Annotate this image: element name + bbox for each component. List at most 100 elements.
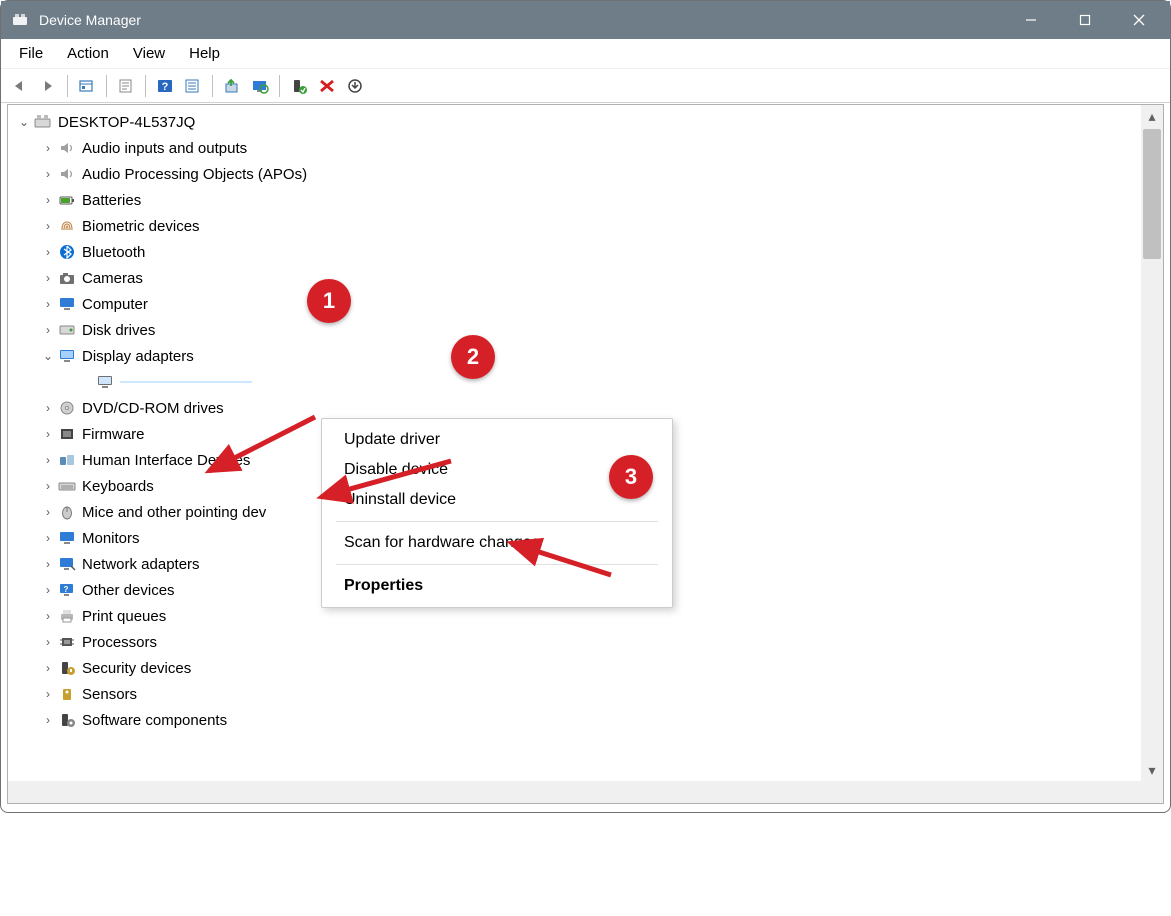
- menu-help[interactable]: Help: [177, 41, 232, 66]
- help-icon[interactable]: ?: [152, 73, 178, 99]
- expand-twisty-icon[interactable]: ›: [40, 609, 56, 623]
- expand-twisty-icon[interactable]: ⌄: [40, 349, 56, 363]
- tree-row[interactable]: ›Disk drives: [8, 317, 1141, 343]
- expand-twisty-icon[interactable]: ›: [40, 297, 56, 311]
- tree-item-label: Processors: [82, 634, 157, 651]
- show-hidden-icon[interactable]: [74, 73, 100, 99]
- scroll-thumb[interactable]: [1143, 129, 1161, 259]
- tree-row-selected[interactable]: [8, 369, 1141, 395]
- toolbar: ?: [1, 69, 1170, 103]
- horizontal-scrollbar[interactable]: [8, 781, 1141, 803]
- expand-twisty-icon[interactable]: ›: [40, 557, 56, 571]
- context-menu-sep: [336, 521, 658, 522]
- expand-twisty-icon[interactable]: ›: [40, 427, 56, 441]
- forward-icon[interactable]: [35, 73, 61, 99]
- annotation-callout-1: 1: [307, 279, 351, 323]
- software-icon: [56, 710, 78, 730]
- window-title: Device Manager: [39, 12, 141, 28]
- tree-row[interactable]: › Bluetooth: [8, 239, 1141, 265]
- expand-twisty-icon[interactable]: ›: [40, 401, 56, 415]
- context-menu-update-driver[interactable]: Update driver: [322, 425, 672, 455]
- keyboard-icon: [56, 476, 78, 496]
- action-list-icon[interactable]: [180, 73, 206, 99]
- tree-item-label: Human Interface Devices: [82, 452, 250, 469]
- update-driver-icon[interactable]: [219, 73, 245, 99]
- uninstall-icon[interactable]: [342, 73, 368, 99]
- fingerprint-icon: [56, 216, 78, 236]
- tree-row[interactable]: › Security devices: [8, 655, 1141, 681]
- close-button[interactable]: [1112, 1, 1166, 39]
- expand-twisty-icon[interactable]: ›: [40, 193, 56, 207]
- toolbar-sep: [145, 75, 146, 97]
- tree-item-label: Batteries: [82, 192, 141, 209]
- expand-twisty-icon[interactable]: ›: [40, 141, 56, 155]
- tree-row[interactable]: ›Biometric devices: [8, 213, 1141, 239]
- tree-item-label: Security devices: [82, 660, 191, 677]
- tree-item-label: Display adapters: [82, 348, 194, 365]
- expand-twisty-icon[interactable]: ›: [40, 219, 56, 233]
- menu-view[interactable]: View: [121, 41, 177, 66]
- tree-item-label: Print queues: [82, 608, 166, 625]
- back-icon[interactable]: [7, 73, 33, 99]
- expand-twisty-icon[interactable]: ›: [40, 271, 56, 285]
- computer-icon: [32, 112, 54, 132]
- bluetooth-icon: [56, 242, 78, 262]
- tree-row[interactable]: › Cameras: [8, 265, 1141, 291]
- tree-row[interactable]: ⌄ Display adapters: [8, 343, 1141, 369]
- disable-icon[interactable]: [314, 73, 340, 99]
- menubar: File Action View Help: [1, 39, 1170, 69]
- expand-twisty-icon[interactable]: ›: [40, 453, 56, 467]
- enable-icon[interactable]: [286, 73, 312, 99]
- expand-twisty-icon[interactable]: ›: [40, 687, 56, 701]
- cpu-icon: [56, 632, 78, 652]
- network-icon: [56, 554, 78, 574]
- tree-item-label: Other devices: [82, 582, 175, 599]
- expand-twisty-icon[interactable]: ›: [40, 713, 56, 727]
- expand-twisty-icon[interactable]: ›: [40, 479, 56, 493]
- expand-twisty-icon[interactable]: ›: [40, 323, 56, 337]
- tree-row[interactable]: ›Sensors: [8, 681, 1141, 707]
- tree-row[interactable]: ›Software components: [8, 707, 1141, 733]
- security-icon: [56, 658, 78, 678]
- tree-item-label: Audio Processing Objects (APOs): [82, 166, 307, 183]
- camera-icon: [56, 268, 78, 288]
- expand-twisty-icon[interactable]: ›: [40, 245, 56, 259]
- tree-item-label: Keyboards: [82, 478, 154, 495]
- svg-text:?: ?: [64, 585, 69, 594]
- maximize-button[interactable]: [1058, 1, 1112, 39]
- dvd-icon: [56, 398, 78, 418]
- vertical-scrollbar[interactable]: ▴ ▾: [1141, 105, 1163, 781]
- tree-item-label: Bluetooth: [82, 244, 145, 261]
- tree-row[interactable]: › Audio inputs and outputs: [8, 135, 1141, 161]
- tree-item-label: Audio inputs and outputs: [82, 140, 247, 157]
- tree-row[interactable]: › Processors: [8, 629, 1141, 655]
- expand-twisty-icon[interactable]: ⌄: [16, 115, 32, 129]
- context-menu-properties[interactable]: Properties: [322, 571, 672, 601]
- titlebar: Device Manager: [1, 1, 1170, 39]
- expand-twisty-icon[interactable]: ›: [40, 505, 56, 519]
- menu-file[interactable]: File: [7, 41, 55, 66]
- minimize-button[interactable]: [1004, 1, 1058, 39]
- properties-icon[interactable]: [113, 73, 139, 99]
- scroll-down-icon[interactable]: ▾: [1141, 759, 1163, 781]
- tree-item-label: Network adapters: [82, 556, 200, 573]
- scroll-up-icon[interactable]: ▴: [1141, 105, 1163, 127]
- expand-twisty-icon[interactable]: ›: [40, 635, 56, 649]
- menu-action[interactable]: Action: [55, 41, 121, 66]
- hid-icon: [56, 450, 78, 470]
- tree-root[interactable]: ⌄DESKTOP-4L537JQ: [8, 109, 1141, 135]
- display-child-icon: [94, 372, 116, 392]
- expand-twisty-icon[interactable]: ›: [40, 531, 56, 545]
- expand-twisty-icon[interactable]: ›: [40, 661, 56, 675]
- expand-twisty-icon[interactable]: ›: [40, 583, 56, 597]
- tree-item-label: Cameras: [82, 270, 143, 287]
- tree-row[interactable]: › Audio Processing Objects (APOs): [8, 161, 1141, 187]
- sensor-icon: [56, 684, 78, 704]
- tree-row[interactable]: › Batteries: [8, 187, 1141, 213]
- expand-twisty-icon[interactable]: ›: [40, 167, 56, 181]
- tree-item-label: [120, 381, 252, 383]
- scan-hardware-icon[interactable]: [247, 73, 273, 99]
- context-menu-scan-hardware[interactable]: Scan for hardware changes: [322, 528, 672, 558]
- tree-row[interactable]: ›Computer: [8, 291, 1141, 317]
- tree-item-label: Mice and other pointing dev: [82, 504, 266, 521]
